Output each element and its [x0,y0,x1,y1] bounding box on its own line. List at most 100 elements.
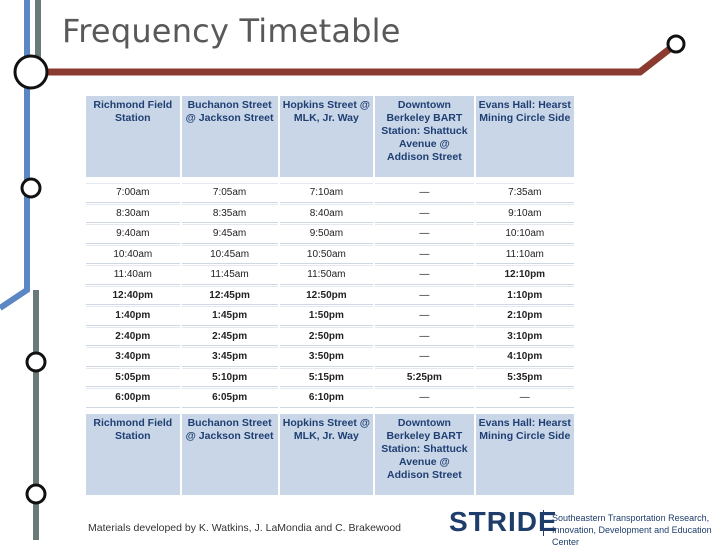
time-cell: 6:05pm [181,388,278,408]
time-cell: — [375,306,474,326]
time-cell: 12:40pm [86,285,180,305]
spacer-cell [86,409,180,413]
time-row: 6:00pm 6:05pm 6:10pm — — [86,388,574,408]
time-cell: 10:40am [86,244,180,264]
time-cell: 11:40am [86,265,180,285]
time-cell: 12:10pm [475,265,574,285]
time-cell: 7:05am [181,183,278,203]
time-cell: 3:45pm [181,347,278,367]
time-cell: 5:10pm [181,367,278,387]
column-header: Buchanon Street @ Jackson Street [181,96,278,177]
spacer-cell [280,178,374,182]
column-header: Evans Hall: Hearst Mining Circle Side [475,96,574,177]
stop [13,54,49,90]
spacer-cell [375,178,473,182]
spacer-cell [476,178,574,182]
column-header: Hopkins Street @ MLK, Jr. Way [279,413,374,495]
organization: Southeastern Transportation Research, In… [552,513,712,547]
time-cell: 7:00am [86,183,180,203]
column-header: Richmond Field Station [86,96,180,177]
time-cell: 9:45am [181,224,278,244]
time-cell: 5:05pm [86,367,180,387]
stop [25,351,47,373]
timetable: Richmond Field Station Buchanon Street @ … [84,95,576,496]
blue-line [0,0,30,311]
logo: STRIDE [449,506,558,537]
time-cell: 9:10am [475,203,574,223]
time-cell: 9:50am [279,224,374,244]
time-cell: 1:50pm [279,306,374,326]
time-cell: 2:50pm [279,326,374,346]
spacer-cell [182,178,278,182]
time-cell: 11:50am [279,265,374,285]
time-cell: 5:15pm [279,367,374,387]
time-cell: — [375,326,474,346]
time-cell: 7:10am [279,183,374,203]
time-row: 1:40pm 1:45pm 1:50pm —2:10pm [86,306,574,326]
time-cell: 10:50am [279,244,374,264]
time-cell: 9:40am [86,224,180,244]
spacer-cell [280,409,374,413]
column-header: Buchanon Street @ Jackson Street [181,413,278,495]
spacer [86,178,574,182]
time-cell: 1:40pm [86,306,180,326]
time-cell: 7:35am [475,183,574,203]
time-row: 5:05pm 5:10pm 5:15pm 5:25pm 5:35pm [86,367,574,387]
time-cell: 12:45pm [181,285,278,305]
time-cell: — [375,183,474,203]
header-row: Richmond Field Station Buchanon Street @ … [86,96,574,177]
time-cell: — [375,347,474,367]
time-cell: 8:30am [86,203,180,223]
time-cell: 12:50pm [279,285,374,305]
time-cell: 11:45am [181,265,278,285]
logo-divider [543,510,544,536]
time-cell: 3:10pm [475,326,574,346]
time-cell: 4:10pm [475,347,574,367]
time-cell: — [375,244,474,264]
spacer [86,409,574,413]
spacer-cell [375,409,473,413]
time-row: 8:30am 8:35am 8:40am —9:10am [86,203,574,223]
column-header: Downtown Berkeley BART Station: Shattuck… [375,96,474,177]
time-cell: 5:25pm [375,367,474,387]
time-cell: 1:45pm [181,306,278,326]
column-header: Downtown Berkeley BART Station: Shattuck… [375,413,474,495]
column-header: Richmond Field Station [86,413,180,495]
time-cell: — [375,285,474,305]
spacer-cell [476,409,574,413]
time-cell: 2:40pm [86,326,180,346]
brown-line [30,41,679,76]
time-row: 10:40am 10:45am 10:50am —11:10am [86,244,574,264]
time-row: 3:40pm 3:45pm 3:50pm —4:10pm [86,347,574,367]
header-row: Richmond Field Station Buchanon Street @ … [86,413,574,495]
time-row: 2:40pm 2:45pm 2:50pm —3:10pm [86,326,574,346]
column-header: Hopkins Street @ MLK, Jr. Way [279,96,374,177]
column-header: Evans Hall: Hearst Mining Circle Side [475,413,574,495]
time-row: 7:00am 7:05am 7:10am —7:35am [86,183,574,203]
time-row: 11:40am 11:45am 11:50am —12:10pm [86,265,574,285]
time-cell: — [375,203,474,223]
stop [20,177,42,199]
time-cell: — [375,265,474,285]
time-row: 9:40am 9:45am 9:50am —10:10am [86,224,574,244]
time-cell: 1:10pm [475,285,574,305]
time-cell: — [375,388,474,408]
time-cell: — [375,224,474,244]
time-cell: 8:40am [279,203,374,223]
credit: Materials developed by K. Watkins, J. La… [88,522,402,534]
time-cell: 3:50pm [279,347,374,367]
time-cell: 8:35am [181,203,278,223]
time-cell: 6:10pm [279,388,374,408]
time-cell: 3:40pm [86,347,180,367]
time-row: 12:40pm 12:45pm 12:50pm —1:10pm [86,285,574,305]
spacer-cell [86,178,180,182]
time-cell: 5:35pm [475,367,574,387]
time-cell: 2:10pm [475,306,574,326]
slide-title: Frequency Timetable [62,12,401,50]
stop [666,34,686,54]
stop [25,483,47,505]
time-cell: 6:00pm [86,388,180,408]
time-cell: 11:10am [475,244,574,264]
time-cell: 10:45am [181,244,278,264]
